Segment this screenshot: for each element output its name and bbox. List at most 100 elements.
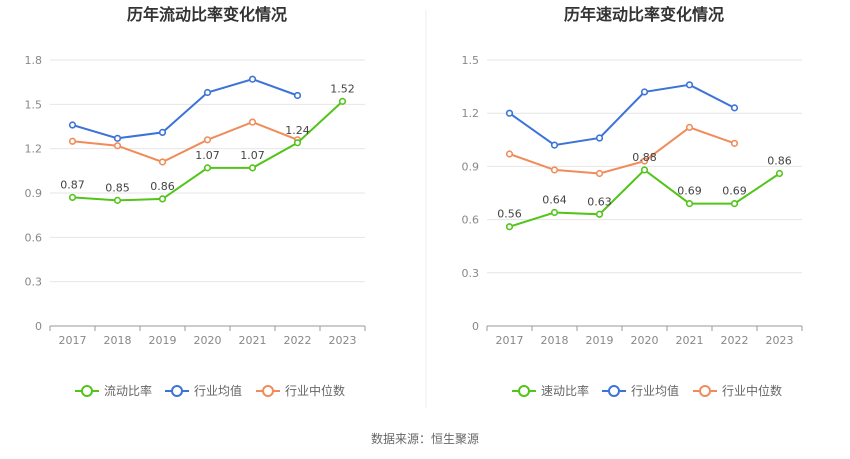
x-tick-label: 2023 <box>766 334 794 347</box>
data-point <box>640 88 649 96</box>
x-tick-label: 2023 <box>329 334 357 347</box>
data-point <box>338 97 347 105</box>
y-tick-label: 1.8 <box>25 54 43 67</box>
y-tick-label: 0.9 <box>25 187 43 200</box>
data-label: 1.24 <box>285 124 310 137</box>
chart-title: 历年速动比率变化情况 <box>564 5 724 24</box>
data-point <box>203 136 212 144</box>
data-point <box>550 141 559 149</box>
data-point <box>685 81 694 89</box>
data-point <box>685 123 694 131</box>
legend-marker <box>81 385 93 397</box>
legend-marker <box>699 385 711 397</box>
data-point <box>68 193 77 202</box>
data-label: 0.69 <box>722 185 747 198</box>
data-point <box>505 223 514 231</box>
y-tick-label: 0.6 <box>462 214 480 227</box>
x-tick-label: 2022 <box>721 334 749 347</box>
legend-label: 行业均值 <box>631 383 679 398</box>
data-label: 1.07 <box>240 149 265 162</box>
legend-label: 行业均值 <box>194 383 242 398</box>
data-label: 0.85 <box>105 181 130 194</box>
x-tick-label: 2018 <box>541 334 569 347</box>
legend-marker <box>608 385 620 397</box>
y-tick-label: 0 <box>35 320 42 333</box>
x-tick-label: 2021 <box>676 334 704 347</box>
data-label: 0.87 <box>60 178 85 191</box>
data-point <box>293 91 302 100</box>
series-line <box>72 121 298 164</box>
data-point <box>113 142 122 150</box>
x-tick-label: 2019 <box>149 334 177 347</box>
data-point <box>158 128 167 137</box>
x-tick-label: 2022 <box>284 334 312 347</box>
data-label: 0.69 <box>677 185 702 198</box>
data-point <box>158 195 167 203</box>
data-point <box>730 104 739 112</box>
series-line <box>72 78 298 140</box>
data-point <box>640 166 649 174</box>
chart-panel-2: 历年速动比率变化情况 0 0.3 0.6 0.9 1.2 1.5 2017 2018 2019 20… <box>462 5 803 398</box>
series-line <box>509 126 735 175</box>
data-point <box>68 121 77 129</box>
data-point <box>595 169 604 178</box>
data-point <box>158 158 167 166</box>
data-label: 0.86 <box>150 180 175 193</box>
y-tick-label: 0.3 <box>462 267 480 280</box>
chart-panel-1: 历年流动比率变化情况 0 0.3 0.6 0.9 1.2 1.5 1.8 2017 2018 201… <box>25 5 366 398</box>
data-point <box>730 200 739 208</box>
data-label: 0.63 <box>587 195 612 208</box>
data-label: 0.64 <box>542 194 567 207</box>
legend-marker <box>171 385 183 397</box>
y-tick-label: 1.5 <box>462 54 480 67</box>
legend-label: 行业中位数 <box>285 383 345 398</box>
data-label: 0.86 <box>767 154 792 167</box>
x-tick-label: 2021 <box>239 334 267 347</box>
data-point <box>550 166 559 174</box>
x-tick-label: 2019 <box>586 334 614 347</box>
data-point <box>203 88 212 97</box>
source-text: 数据来源：恒生聚源 <box>370 432 479 446</box>
chart-title: 历年流动比率变化情况 <box>127 5 287 24</box>
x-tick-label: 2018 <box>104 334 132 347</box>
x-tick-label: 2020 <box>194 334 222 347</box>
data-point <box>685 200 694 208</box>
legend-marker <box>518 385 530 397</box>
data-label: 1.52 <box>330 82 355 95</box>
y-tick-label: 1.5 <box>25 98 43 111</box>
data-point <box>595 210 604 218</box>
data-label: 0.88 <box>632 151 657 164</box>
data-point <box>68 137 77 145</box>
data-point <box>113 134 122 142</box>
data-point <box>203 164 212 172</box>
data-point <box>640 157 649 165</box>
data-point <box>293 139 302 147</box>
y-tick-label: 0.6 <box>25 231 43 244</box>
data-point <box>595 134 604 142</box>
x-tick-label: 2017 <box>496 334 524 347</box>
x-tick-label: 2017 <box>59 334 87 347</box>
series-line <box>508 83 735 147</box>
data-point <box>730 139 739 147</box>
legend-label: 速动比率 <box>541 383 589 398</box>
data-point <box>113 196 122 204</box>
y-tick-label: 0.9 <box>462 160 480 173</box>
data-label: 0.56 <box>497 208 522 221</box>
data-point <box>248 75 257 83</box>
data-point <box>505 109 514 117</box>
y-tick-label: 0.3 <box>25 276 43 289</box>
data-point <box>775 169 784 178</box>
data-point <box>248 164 257 172</box>
y-tick-label: 0 <box>472 320 479 333</box>
data-point <box>248 118 257 126</box>
y-tick-label: 1.2 <box>462 107 480 120</box>
legend-marker <box>262 385 274 397</box>
data-point <box>550 208 559 217</box>
legend-label: 流动比率 <box>104 383 152 398</box>
legend-label: 行业中位数 <box>722 383 782 398</box>
x-tick-label: 2020 <box>631 334 659 347</box>
data-point <box>505 150 514 158</box>
y-tick-label: 1.2 <box>25 143 43 156</box>
data-label: 1.07 <box>195 149 220 162</box>
